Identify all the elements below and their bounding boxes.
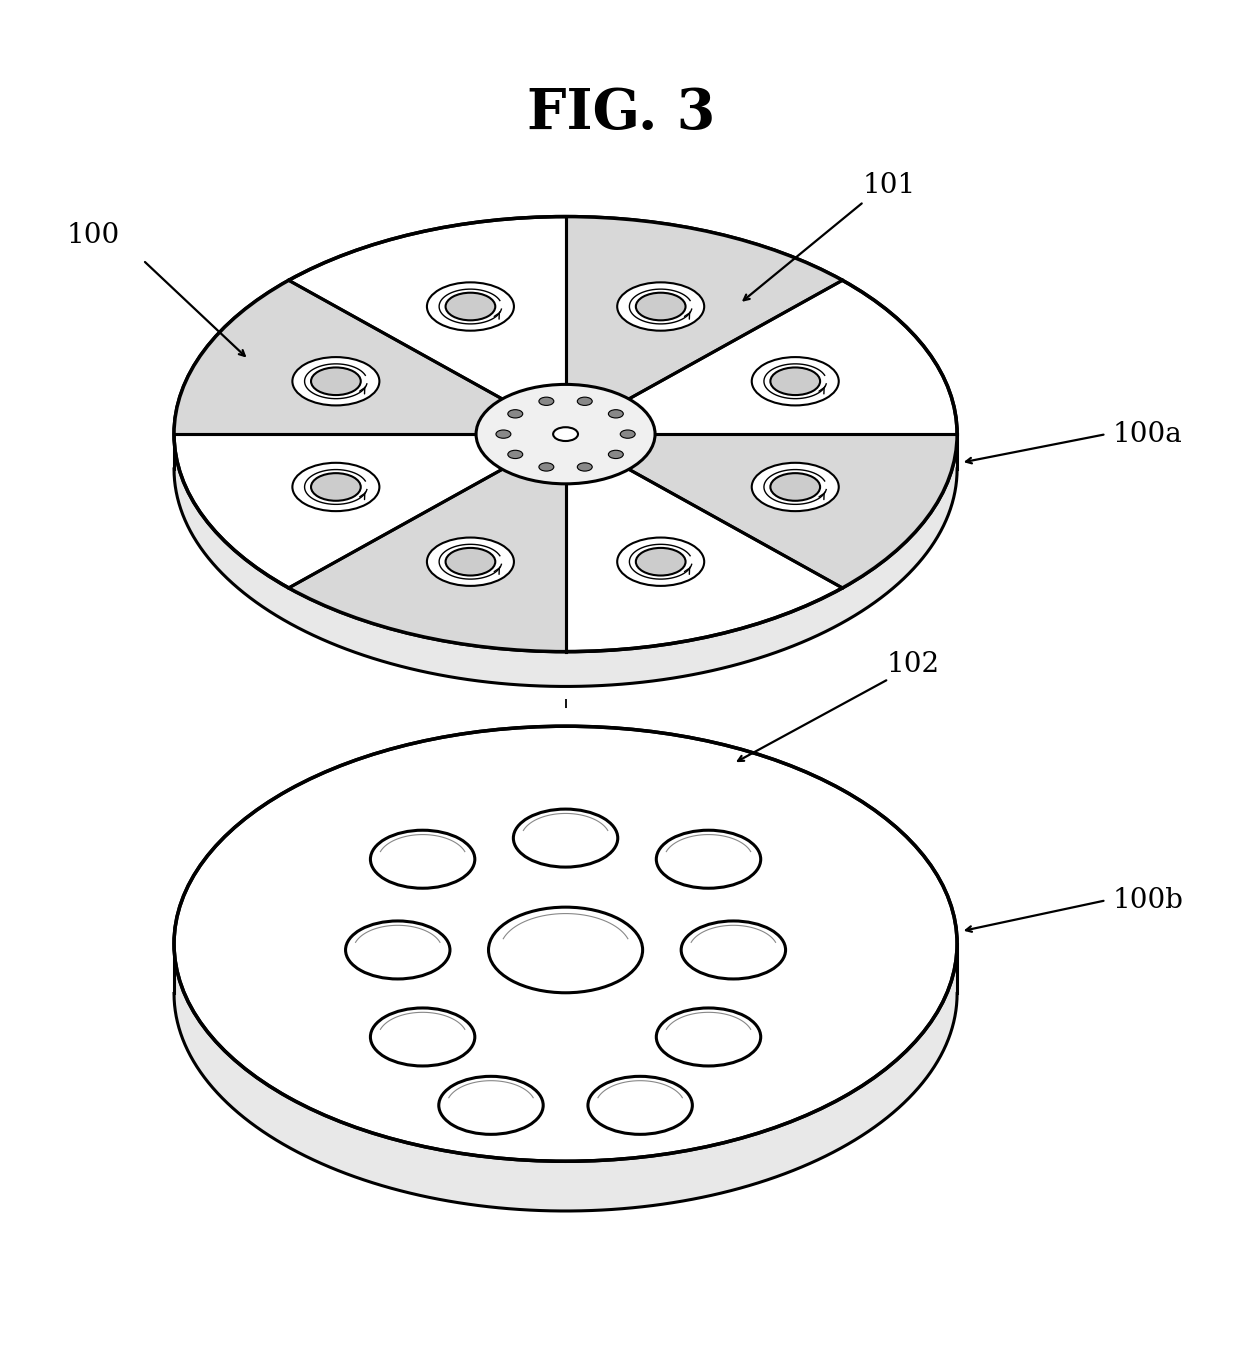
Ellipse shape (588, 1077, 692, 1134)
Ellipse shape (539, 463, 554, 471)
Ellipse shape (771, 368, 820, 395)
Polygon shape (566, 434, 957, 589)
Ellipse shape (439, 1077, 543, 1134)
Polygon shape (174, 434, 957, 686)
Ellipse shape (608, 451, 623, 459)
Ellipse shape (174, 216, 957, 652)
Ellipse shape (771, 474, 820, 501)
Ellipse shape (508, 410, 523, 418)
Text: 100a: 100a (1112, 421, 1182, 448)
Ellipse shape (445, 292, 495, 321)
Ellipse shape (618, 537, 705, 586)
Ellipse shape (553, 428, 578, 441)
Ellipse shape (370, 1008, 475, 1066)
Ellipse shape (370, 831, 475, 888)
Ellipse shape (618, 283, 705, 330)
Ellipse shape (539, 398, 554, 406)
Ellipse shape (656, 831, 761, 888)
Polygon shape (174, 944, 957, 1211)
Ellipse shape (513, 809, 618, 867)
Ellipse shape (174, 727, 957, 1161)
Text: 100b: 100b (1112, 886, 1183, 913)
Polygon shape (288, 434, 566, 652)
Text: FIG. 3: FIG. 3 (527, 87, 716, 141)
Ellipse shape (292, 357, 379, 406)
Ellipse shape (681, 921, 786, 980)
Text: 101: 101 (863, 172, 915, 199)
Ellipse shape (620, 430, 635, 438)
Ellipse shape (752, 357, 839, 406)
Ellipse shape (577, 463, 592, 471)
Ellipse shape (656, 1008, 761, 1066)
Ellipse shape (476, 384, 655, 484)
Ellipse shape (636, 292, 686, 321)
Ellipse shape (292, 463, 379, 511)
Ellipse shape (311, 368, 360, 395)
Polygon shape (566, 216, 843, 434)
Ellipse shape (752, 463, 839, 511)
Text: 100: 100 (67, 222, 119, 249)
Ellipse shape (577, 398, 592, 406)
Ellipse shape (346, 921, 450, 980)
Text: 102: 102 (888, 651, 940, 678)
Ellipse shape (508, 451, 523, 459)
Ellipse shape (636, 548, 686, 575)
Ellipse shape (311, 474, 360, 501)
Ellipse shape (496, 430, 511, 438)
Ellipse shape (426, 283, 513, 330)
Polygon shape (174, 280, 566, 434)
Ellipse shape (488, 907, 643, 993)
Ellipse shape (426, 537, 513, 586)
Ellipse shape (608, 410, 623, 418)
Ellipse shape (445, 548, 495, 575)
